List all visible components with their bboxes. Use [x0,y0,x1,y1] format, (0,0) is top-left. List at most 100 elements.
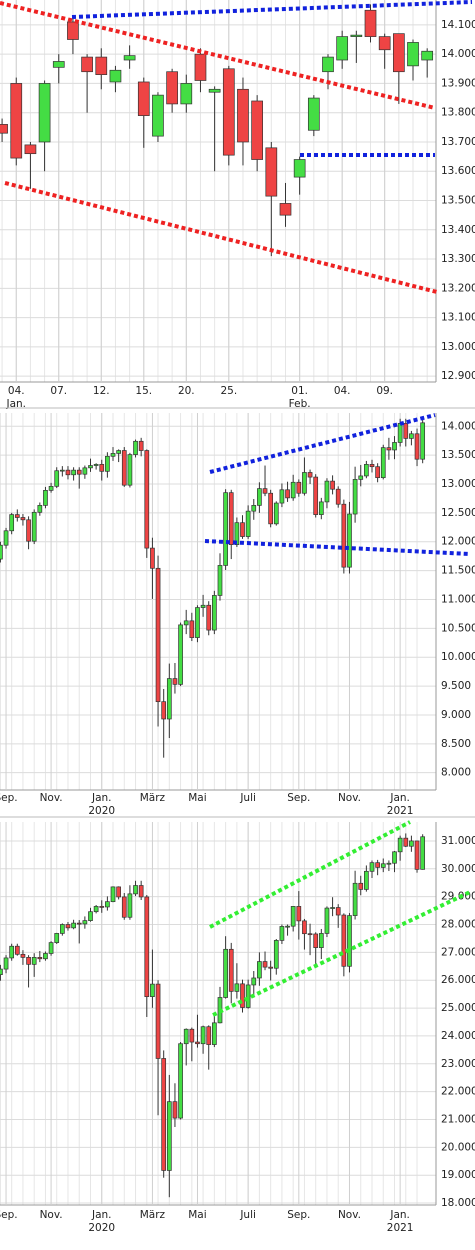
x-tick-label: Nov. [338,792,361,804]
x-tick-label: 25. [220,385,237,397]
candle-body [212,1022,217,1045]
x-tick-label: 04. [334,385,351,397]
candle-body [10,83,23,159]
candle-body [347,513,352,568]
y-tick-label: 23.000 [441,1058,475,1070]
candle-body [166,678,172,720]
candle-body [0,124,8,134]
trend-line [209,820,411,929]
candle-body [324,907,330,934]
candle-body [166,1101,172,1171]
candle-body [178,624,183,685]
candle-body [93,906,99,913]
candle-body [392,442,397,451]
candle-body [95,56,108,75]
candle-body [380,447,386,479]
candle-body [206,604,212,631]
candle-body [14,945,20,955]
y-tick-label: 8.500 [441,738,471,750]
candle-body [99,464,105,472]
trend-line [71,0,473,19]
candle-body [228,492,234,545]
candle-body [364,870,369,890]
candle-body [37,957,43,960]
candle-body [268,966,274,969]
candle-body [341,914,347,967]
y-tick-label: 13.900 [441,77,475,89]
candle-body [322,56,334,73]
y-tick-label: 29.000 [441,891,475,903]
candle-body [81,56,93,73]
candle-body [110,453,116,457]
candle-body [380,863,386,868]
candle-body [421,50,434,61]
y-tick-label: 22.000 [441,1086,475,1098]
x-tick-label: Jan. [389,792,410,804]
candle-body [414,840,420,870]
trend-line [0,1,436,110]
y-tick-label: 10.000 [441,651,475,663]
candle-body [31,957,37,965]
candle-body [206,1026,212,1045]
x-group-label: 2021 [387,1222,414,1234]
candle-body [26,519,31,542]
candle-body [234,522,240,545]
candle-body [123,55,136,61]
candle-body [358,475,364,480]
trend-line [209,413,436,474]
y-tick-label: 13.100 [441,312,475,324]
candle-body [183,1028,189,1045]
y-tick-label: 11.000 [441,593,475,605]
candle-body [302,472,307,494]
candle-body [43,953,48,960]
candle-body [52,61,65,68]
candle-body [262,488,268,494]
candle-body [93,464,99,466]
candle-body [240,983,245,1008]
candle-body [180,83,193,105]
y-tick-label: 13.700 [441,136,475,148]
y-tick-label: 10.500 [441,622,475,634]
x-tick-label: Sep. [287,1209,310,1221]
trend-lines [0,0,473,1017]
candle-body [336,36,349,61]
plot-area [0,413,436,790]
y-tick-label: 12.900 [441,370,475,382]
candle-body [14,514,20,518]
candle-body [364,9,377,37]
candle-body [65,924,71,929]
candle-body [251,505,257,512]
x-group-label: 2020 [88,805,115,817]
candle-body [307,472,313,478]
candle-body [409,433,414,439]
candle-body [307,97,320,131]
x-group-label: 2020 [88,1222,115,1234]
y-tick-label: 13.000 [441,341,475,353]
y-tick-label: 20.000 [441,1141,475,1153]
candle-body [9,514,15,532]
candle-body [212,595,217,631]
candle-body [262,961,268,968]
candle-body [358,882,364,890]
candle-body [150,547,155,569]
candle-body [257,488,262,506]
candle-body [155,567,161,703]
candle-body [296,481,302,494]
y-tick-label: 9.000 [441,709,471,721]
candle-body [257,961,262,979]
candle-body [369,464,375,468]
candle-body [150,983,155,997]
candle-body [217,565,223,596]
y-tick-label: 11.500 [441,565,475,577]
candle-body [273,502,279,525]
candle-body [200,604,206,608]
candle-body [290,906,296,927]
candle-body [3,530,9,546]
candle-body [48,942,54,954]
y-tick-label: 8.000 [441,767,471,779]
candle-body [420,836,426,870]
candle-body [335,488,341,505]
candle-body [137,81,150,116]
candle-body [330,480,335,490]
